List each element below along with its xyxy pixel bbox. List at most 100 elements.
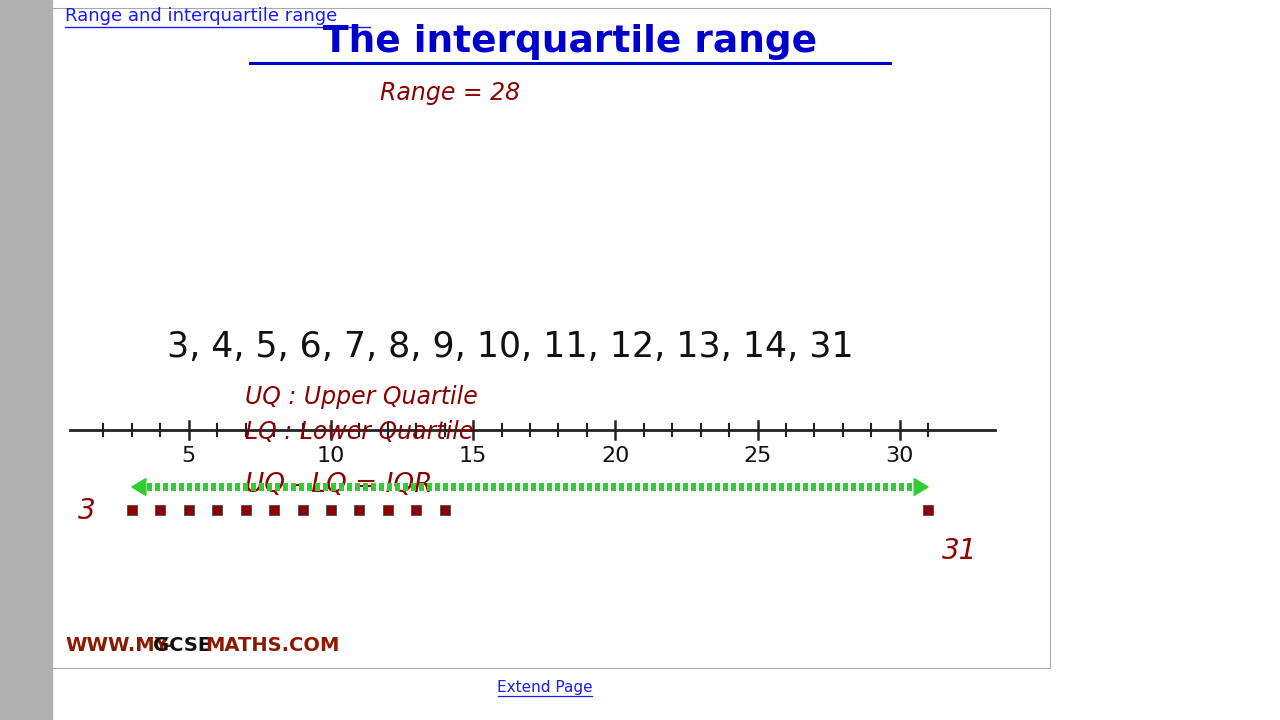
Bar: [723, 483, 728, 491]
Bar: [355, 505, 365, 515]
Bar: [554, 483, 559, 491]
Bar: [883, 483, 888, 491]
Bar: [755, 483, 760, 491]
Bar: [347, 483, 352, 491]
Bar: [403, 483, 408, 491]
Bar: [803, 483, 808, 491]
Bar: [291, 483, 296, 491]
Text: 25: 25: [744, 446, 772, 466]
Bar: [411, 505, 421, 515]
Bar: [298, 483, 303, 491]
Bar: [627, 483, 632, 491]
Bar: [467, 483, 472, 491]
Bar: [241, 505, 251, 515]
Bar: [383, 505, 393, 515]
Bar: [923, 505, 933, 515]
Text: UQ : Upper Quartile: UQ : Upper Quartile: [244, 385, 477, 409]
Text: LQ : Lower Quartile: LQ : Lower Quartile: [244, 420, 474, 444]
Text: 3: 3: [78, 497, 96, 525]
Bar: [451, 483, 456, 491]
Bar: [371, 483, 376, 491]
Text: Range = 28: Range = 28: [380, 81, 520, 105]
Bar: [179, 483, 184, 491]
Bar: [443, 483, 448, 491]
Bar: [187, 483, 192, 491]
Bar: [891, 483, 896, 491]
Bar: [539, 483, 544, 491]
Text: 31: 31: [942, 537, 978, 565]
Bar: [227, 483, 232, 491]
Bar: [330, 483, 335, 491]
Bar: [507, 483, 512, 491]
Text: 30: 30: [886, 446, 914, 466]
Bar: [297, 505, 307, 515]
Bar: [266, 483, 271, 491]
Bar: [579, 483, 584, 491]
Bar: [307, 483, 312, 491]
Bar: [387, 483, 392, 491]
Bar: [522, 483, 527, 491]
Bar: [771, 483, 776, 491]
Bar: [595, 483, 600, 491]
Text: MATHS.COM: MATHS.COM: [205, 636, 339, 655]
Text: WWW.MY-: WWW.MY-: [65, 636, 174, 655]
Polygon shape: [132, 479, 146, 495]
Bar: [411, 483, 416, 491]
Bar: [202, 483, 207, 491]
Bar: [211, 483, 216, 491]
Bar: [440, 505, 449, 515]
Bar: [475, 483, 480, 491]
Bar: [643, 483, 648, 491]
Bar: [531, 483, 536, 491]
Bar: [362, 483, 367, 491]
Bar: [219, 483, 224, 491]
Bar: [155, 505, 165, 515]
Bar: [326, 505, 335, 515]
Bar: [243, 483, 248, 491]
Bar: [170, 483, 175, 491]
Bar: [155, 483, 160, 491]
Polygon shape: [914, 479, 928, 495]
Bar: [394, 483, 399, 491]
Bar: [355, 483, 360, 491]
Bar: [435, 483, 440, 491]
Bar: [739, 483, 744, 491]
Bar: [778, 483, 783, 491]
Bar: [571, 483, 576, 491]
Text: GCSE: GCSE: [154, 636, 211, 655]
Bar: [547, 483, 552, 491]
Bar: [0, 0, 52, 720]
Text: 5: 5: [182, 446, 196, 466]
Bar: [234, 483, 239, 491]
Text: Range and interquartile range: Range and interquartile range: [65, 7, 337, 25]
Bar: [874, 483, 879, 491]
Bar: [379, 483, 384, 491]
Bar: [195, 483, 200, 491]
Bar: [859, 483, 864, 491]
Bar: [787, 483, 792, 491]
Bar: [426, 483, 431, 491]
Bar: [269, 505, 279, 515]
Bar: [810, 483, 815, 491]
Bar: [127, 505, 137, 515]
Bar: [867, 483, 872, 491]
Bar: [667, 483, 672, 491]
Bar: [795, 483, 800, 491]
Bar: [184, 505, 193, 515]
Text: 20: 20: [602, 446, 630, 466]
Bar: [259, 483, 264, 491]
Bar: [731, 483, 736, 491]
Text: The interquartile range: The interquartile range: [323, 24, 817, 60]
Bar: [275, 483, 280, 491]
Bar: [835, 483, 840, 491]
Bar: [419, 483, 424, 491]
Bar: [650, 483, 655, 491]
Bar: [483, 483, 488, 491]
Bar: [603, 483, 608, 491]
Bar: [763, 483, 768, 491]
Bar: [851, 483, 856, 491]
Bar: [315, 483, 320, 491]
Bar: [827, 483, 832, 491]
Bar: [691, 483, 696, 491]
Text: 3, 4, 5, 6, 7, 8, 9, 10, 11, 12, 13, 14, 31: 3, 4, 5, 6, 7, 8, 9, 10, 11, 12, 13, 14,…: [166, 330, 854, 364]
